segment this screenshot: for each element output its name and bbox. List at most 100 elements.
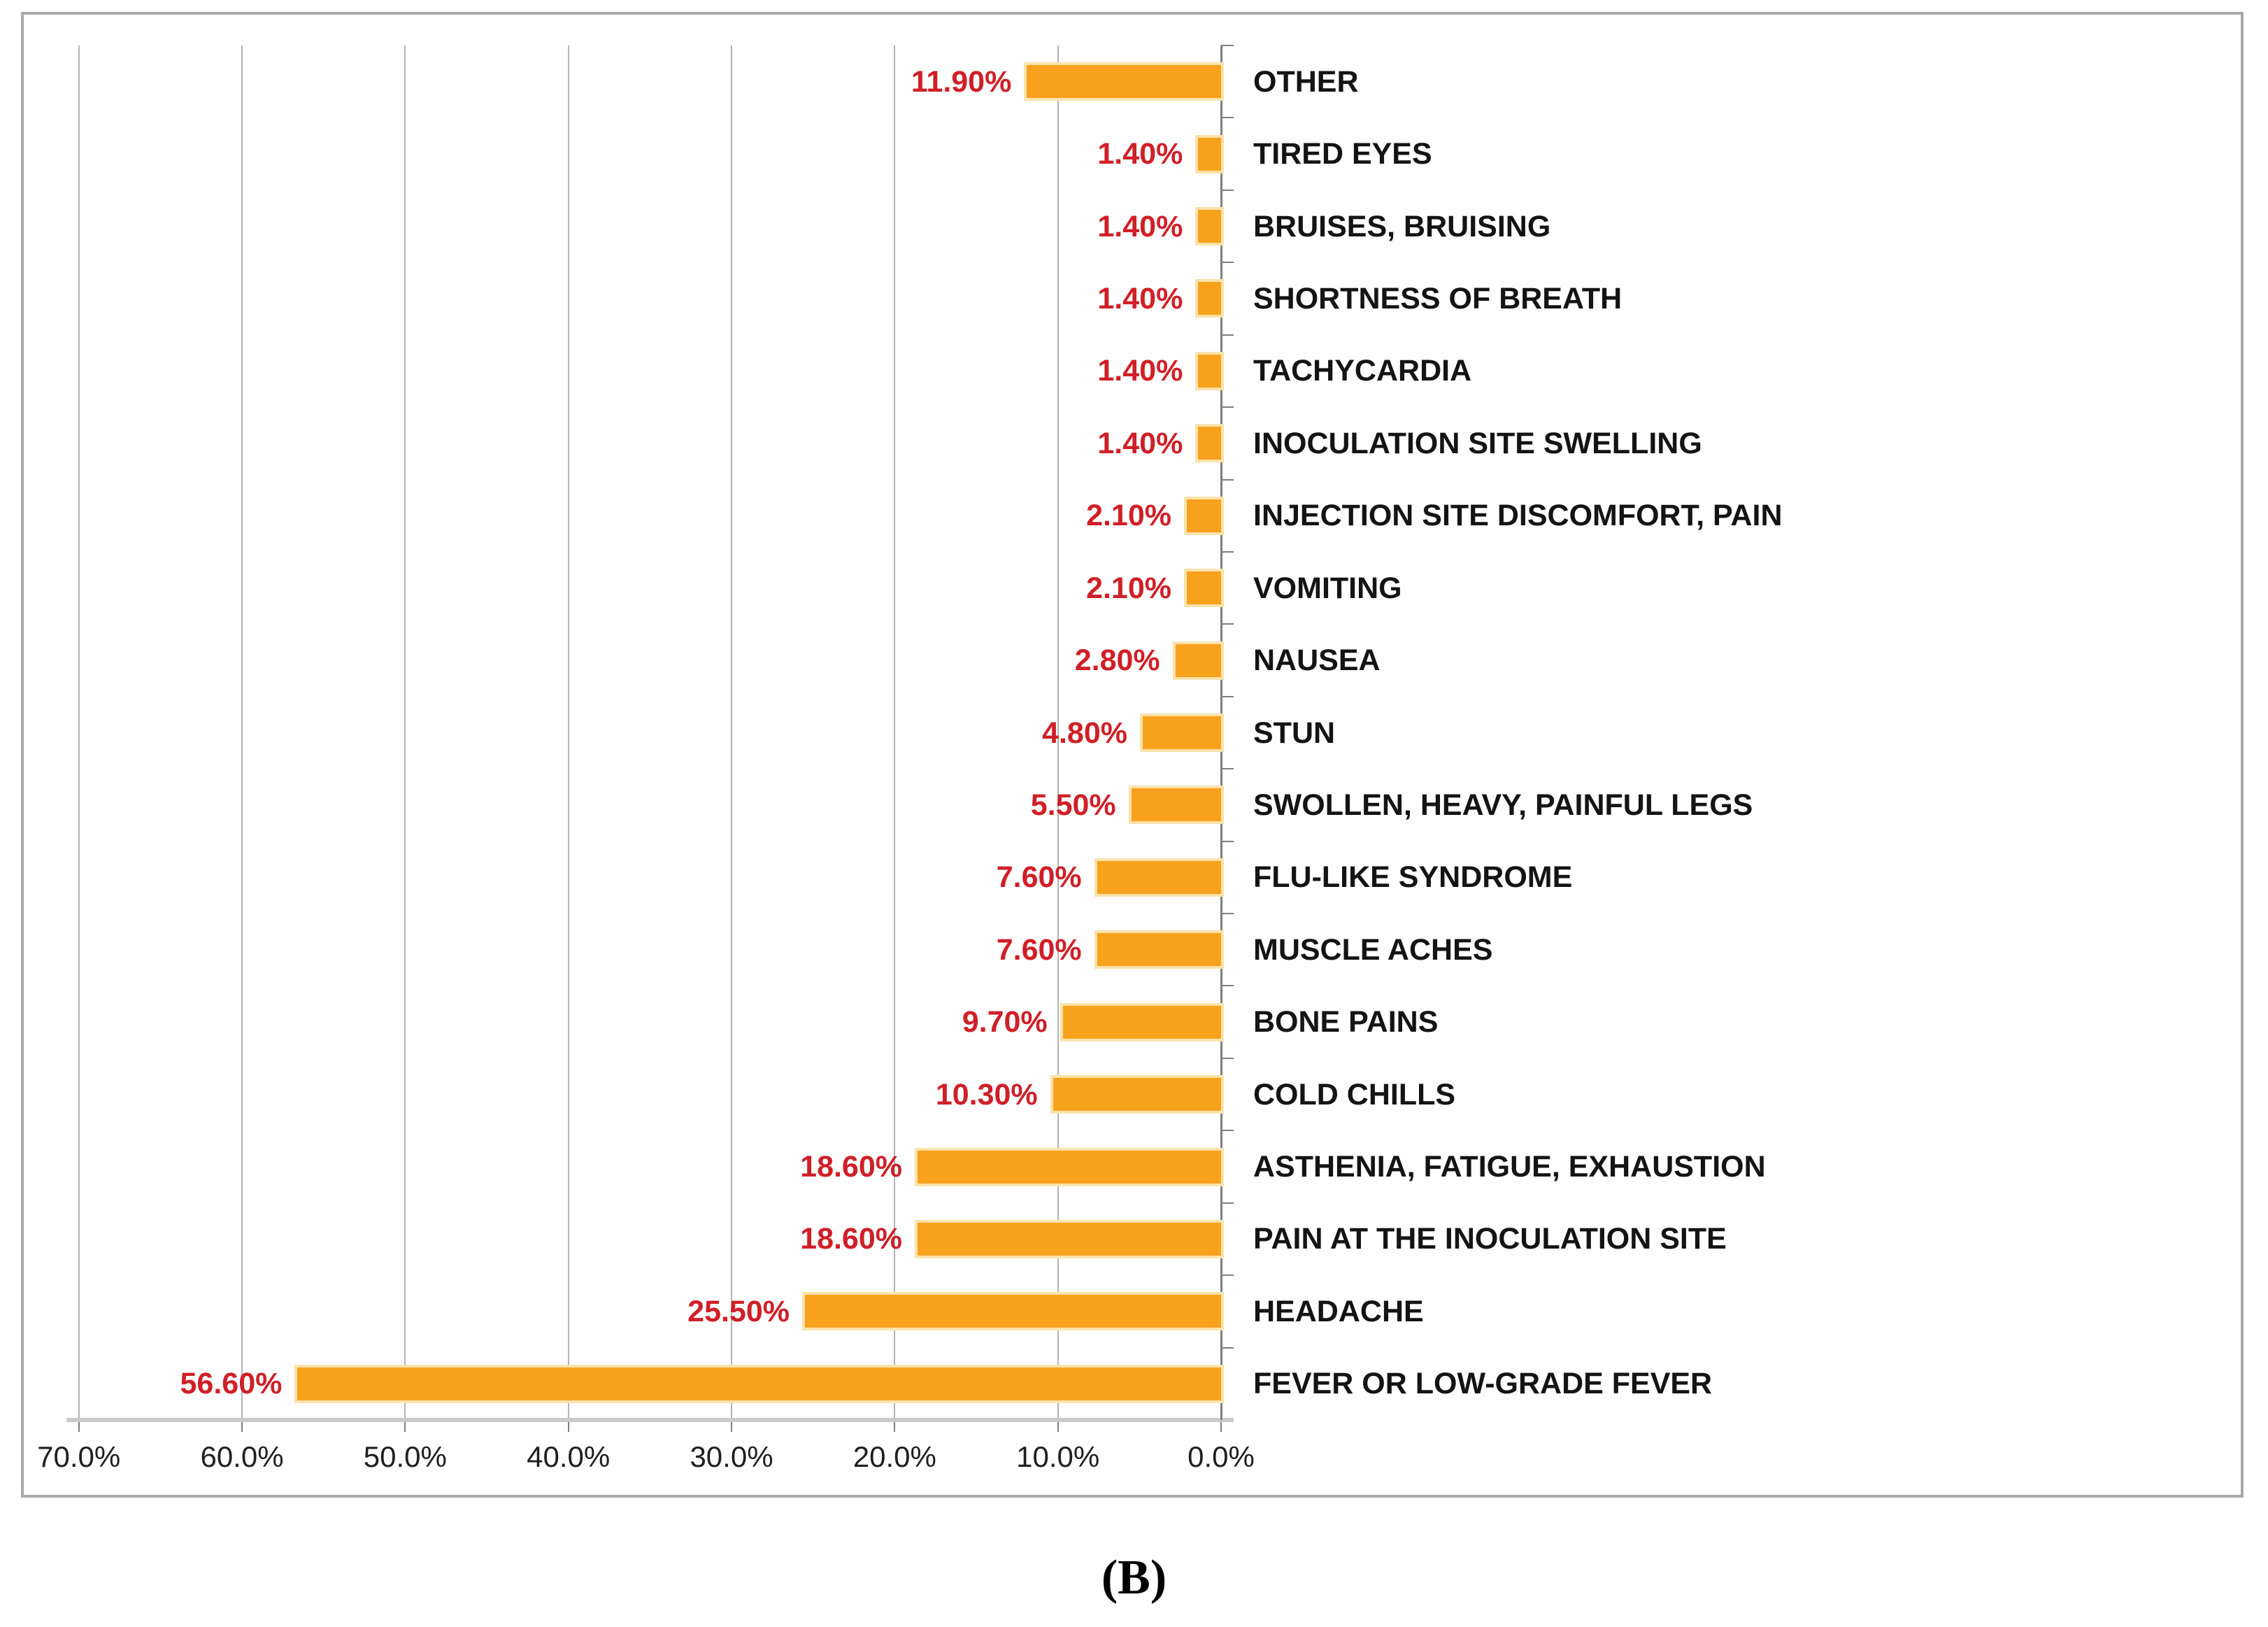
bar — [1175, 644, 1221, 677]
category-label: BONE PAINS — [1253, 1005, 1439, 1039]
bar — [1198, 210, 1221, 243]
category-label: ASTHENIA, FATIGUE, EXHAUSTION — [1253, 1150, 1766, 1184]
category-axis-tick — [1221, 406, 1234, 408]
category-axis-tick — [1221, 1274, 1234, 1277]
bar-value-label: 10.30% — [935, 1077, 1038, 1111]
bar — [1027, 65, 1221, 99]
bar-value-label: 7.60% — [996, 932, 1082, 967]
category-label: COLD CHILLS — [1253, 1077, 1456, 1111]
bar-value-label: 11.90% — [911, 64, 1012, 99]
category-axis-tick — [1221, 1347, 1234, 1349]
x-axis-line — [66, 1418, 1234, 1422]
bar-value-label: 1.40% — [1097, 209, 1183, 243]
bar — [918, 1222, 1221, 1256]
category-label: NAUSEA — [1253, 644, 1381, 678]
category-axis-tick — [1221, 840, 1234, 842]
bar-value-label: 18.60% — [800, 1222, 902, 1256]
bar-value-label: 7.60% — [996, 860, 1082, 895]
category-label: FLU-LIKE SYNDROME — [1253, 860, 1573, 895]
category-label: BRUISES, BRUISING — [1253, 209, 1551, 243]
category-label: INOCULATION SITE SWELLING — [1253, 426, 1702, 460]
category-label: OTHER — [1253, 64, 1359, 99]
bar — [1187, 571, 1221, 605]
x-axis-tick — [78, 1420, 80, 1432]
category-axis-line — [1220, 45, 1222, 1420]
bar-value-label: 1.40% — [1097, 426, 1183, 460]
bar — [918, 1150, 1221, 1184]
category-axis-tick — [1221, 1130, 1234, 1132]
gridline — [1057, 45, 1059, 1420]
category-label: PAIN AT THE INOCULATION SITE — [1253, 1222, 1727, 1256]
x-axis-tick — [894, 1420, 896, 1432]
gridline — [241, 45, 243, 1420]
category-label: TIRED EYES — [1253, 137, 1432, 171]
x-axis-tick-label: 60.0% — [200, 1440, 284, 1473]
category-label: HEADACHE — [1253, 1294, 1424, 1328]
category-label: MUSCLE ACHES — [1253, 932, 1493, 967]
bar — [805, 1295, 1221, 1328]
x-axis-tick-label: 20.0% — [853, 1440, 936, 1473]
x-axis-tick-label: 10.0% — [1016, 1440, 1100, 1473]
bar — [1187, 499, 1221, 532]
bar-value-label: 2.10% — [1086, 499, 1171, 533]
gridline — [567, 45, 569, 1420]
category-label: SHORTNESS OF BREATH — [1253, 281, 1622, 315]
bar — [1097, 933, 1221, 967]
category-axis-tick — [1221, 768, 1234, 770]
bar-value-label: 25.50% — [687, 1294, 790, 1328]
bar-value-label: 2.80% — [1074, 644, 1160, 678]
bar-value-label: 56.60% — [180, 1367, 283, 1401]
x-axis-tick-label: 50.0% — [363, 1440, 447, 1473]
bar-value-label: 2.10% — [1086, 571, 1171, 605]
x-axis-tick — [731, 1420, 732, 1432]
x-axis-tick — [567, 1420, 569, 1432]
x-axis-tick-label: 0.0% — [1188, 1440, 1255, 1473]
x-axis-tick-label: 30.0% — [690, 1440, 773, 1473]
x-axis-tick-label: 40.0% — [527, 1440, 611, 1473]
bar — [1131, 788, 1221, 822]
category-axis-tick — [1221, 478, 1234, 481]
category-label: FEVER OR LOW-GRADE FEVER — [1253, 1367, 1713, 1401]
category-axis-tick — [1221, 695, 1234, 697]
category-axis-tick — [1221, 1057, 1234, 1059]
category-axis-tick — [1221, 262, 1234, 264]
gridline — [404, 45, 406, 1420]
bar-value-label: 1.40% — [1097, 281, 1183, 315]
bar — [1198, 282, 1221, 315]
category-label: STUN — [1253, 716, 1336, 750]
bar-value-label: 1.40% — [1097, 137, 1183, 171]
category-axis-tick — [1221, 550, 1234, 553]
bar-value-label: 18.60% — [800, 1150, 902, 1184]
category-label: VOMITING — [1253, 571, 1402, 605]
category-axis-tick — [1221, 913, 1234, 915]
bar — [1053, 1078, 1221, 1111]
category-axis-tick — [1221, 189, 1234, 191]
x-axis-tick — [1220, 1420, 1222, 1432]
category-label: TACHYCARDIA — [1253, 354, 1472, 388]
x-axis-tick — [1057, 1420, 1059, 1432]
category-axis-tick — [1221, 334, 1234, 336]
bar — [1143, 716, 1221, 749]
bar-value-label: 4.80% — [1042, 716, 1127, 750]
category-axis-tick — [1221, 117, 1234, 119]
category-label: SWOLLEN, HEAVY, PAINFUL LEGS — [1253, 788, 1753, 822]
bar — [1198, 354, 1221, 388]
figure-caption: (B) — [1101, 1551, 1167, 1605]
bar — [1062, 1005, 1221, 1039]
bar — [1198, 427, 1221, 460]
category-axis-tick — [1221, 623, 1234, 625]
gridline — [894, 45, 896, 1420]
gridline — [731, 45, 732, 1420]
gridline — [78, 45, 80, 1420]
bar-value-label: 1.40% — [1097, 354, 1183, 388]
x-axis-tick — [404, 1420, 406, 1432]
bar — [1097, 860, 1221, 894]
category-label: INJECTION SITE DISCOMFORT, PAIN — [1253, 499, 1783, 533]
bar — [1198, 137, 1221, 171]
bar-value-label: 9.70% — [962, 1005, 1048, 1039]
category-axis-tick — [1221, 45, 1234, 46]
category-axis-tick — [1221, 985, 1234, 987]
bar — [297, 1367, 1221, 1400]
x-axis-tick — [241, 1420, 243, 1432]
